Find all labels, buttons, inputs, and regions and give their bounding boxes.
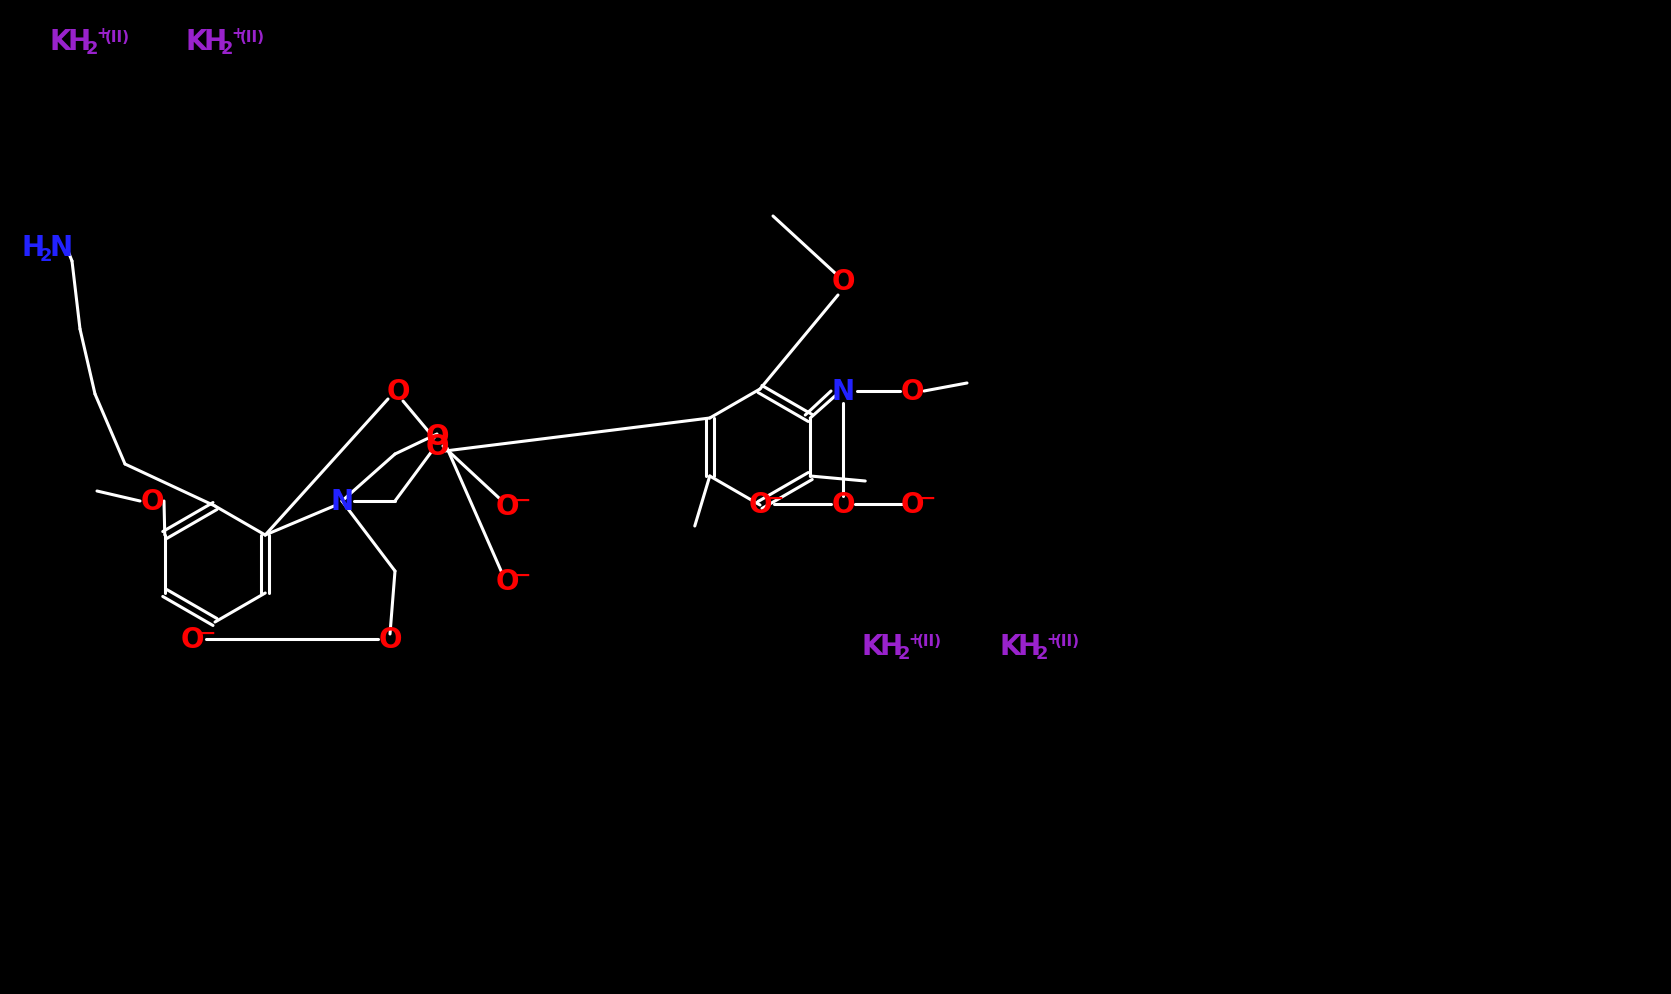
- Text: (II): (II): [241, 30, 266, 45]
- Text: N: N: [331, 487, 354, 516]
- Text: −: −: [201, 623, 216, 642]
- Text: +: +: [1046, 631, 1059, 646]
- Text: 2: 2: [85, 40, 99, 58]
- Text: O: O: [830, 490, 856, 519]
- Text: 2: 2: [1036, 644, 1048, 662]
- Text: H: H: [22, 234, 45, 261]
- Text: N: N: [50, 234, 74, 261]
- Text: O: O: [386, 378, 409, 406]
- Text: H: H: [1018, 632, 1041, 660]
- Text: O: O: [180, 625, 204, 653]
- Text: 2: 2: [897, 644, 911, 662]
- Text: −: −: [767, 488, 784, 507]
- Text: +: +: [907, 631, 921, 646]
- Text: O: O: [901, 378, 924, 406]
- Text: H: H: [202, 28, 226, 56]
- Text: O: O: [140, 487, 164, 516]
- Text: H: H: [69, 28, 92, 56]
- Text: −: −: [919, 488, 936, 507]
- Text: O: O: [495, 568, 518, 595]
- Text: K: K: [862, 632, 884, 660]
- Text: −: −: [515, 490, 531, 509]
- Text: O: O: [424, 432, 449, 460]
- Text: O: O: [378, 625, 401, 653]
- Text: (II): (II): [105, 30, 130, 45]
- Text: −: −: [515, 565, 531, 583]
- Text: K: K: [999, 632, 1021, 660]
- Text: K: K: [185, 28, 207, 56]
- Text: 2: 2: [40, 247, 52, 264]
- Text: 2: 2: [221, 40, 234, 58]
- Text: +: +: [95, 27, 109, 42]
- Text: H: H: [881, 632, 902, 660]
- Text: O: O: [901, 490, 924, 519]
- Text: O: O: [495, 492, 518, 521]
- Text: +: +: [231, 27, 244, 42]
- Text: (II): (II): [1054, 634, 1079, 649]
- Text: O: O: [424, 422, 449, 450]
- Text: N: N: [832, 378, 854, 406]
- Text: K: K: [50, 28, 72, 56]
- Text: (II): (II): [917, 634, 942, 649]
- Text: O: O: [830, 267, 856, 295]
- Text: O: O: [749, 490, 772, 519]
